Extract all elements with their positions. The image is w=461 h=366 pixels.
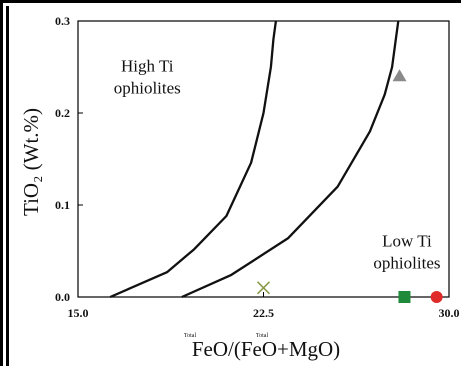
y-ticks-group: 0.0 0.1 0.2 0.3 xyxy=(55,14,83,304)
data-point-circle xyxy=(430,291,443,303)
y-tick-label: 0.3 xyxy=(55,14,70,28)
region-label-1: High Ti xyxy=(121,57,174,76)
x-axis-title-superscript-2: Total xyxy=(256,333,269,339)
data-point-cross xyxy=(256,281,271,295)
region-label-2: Low Ti xyxy=(382,231,432,250)
data-points-group xyxy=(256,69,443,303)
y-axis-title: TiO₂ (Wt.%) xyxy=(19,108,43,216)
x-tick-label: 22.5 xyxy=(253,306,274,320)
cross-stroke xyxy=(256,281,271,295)
y-tick-label: 0.2 xyxy=(55,106,70,120)
y-tick-label: 0.0 xyxy=(55,290,70,304)
boundary-line-1 xyxy=(109,20,278,299)
region-label-1: ophiolites xyxy=(114,79,181,98)
boundary-line-2 xyxy=(181,20,400,299)
x-tick-label: 15.0 xyxy=(68,306,89,320)
x-axis-title: FeO/(FeO+MgO) xyxy=(192,337,340,361)
data-point-square xyxy=(398,291,411,303)
data-point-triangle xyxy=(392,69,407,82)
x-axis-title-superscript-1: Total xyxy=(184,333,197,339)
x-ticks-group: 15.0 22.5 30.0 xyxy=(68,292,460,320)
x-tick-label: 30.0 xyxy=(439,306,460,320)
figure-frame-inner-line xyxy=(6,6,9,366)
boundary-lines-group xyxy=(109,20,400,299)
region-label-2: ophiolites xyxy=(373,253,440,272)
y-tick-label: 0.1 xyxy=(55,198,70,212)
region-labels-group: High Ti ophiolites Low Ti ophiolites xyxy=(114,57,441,273)
